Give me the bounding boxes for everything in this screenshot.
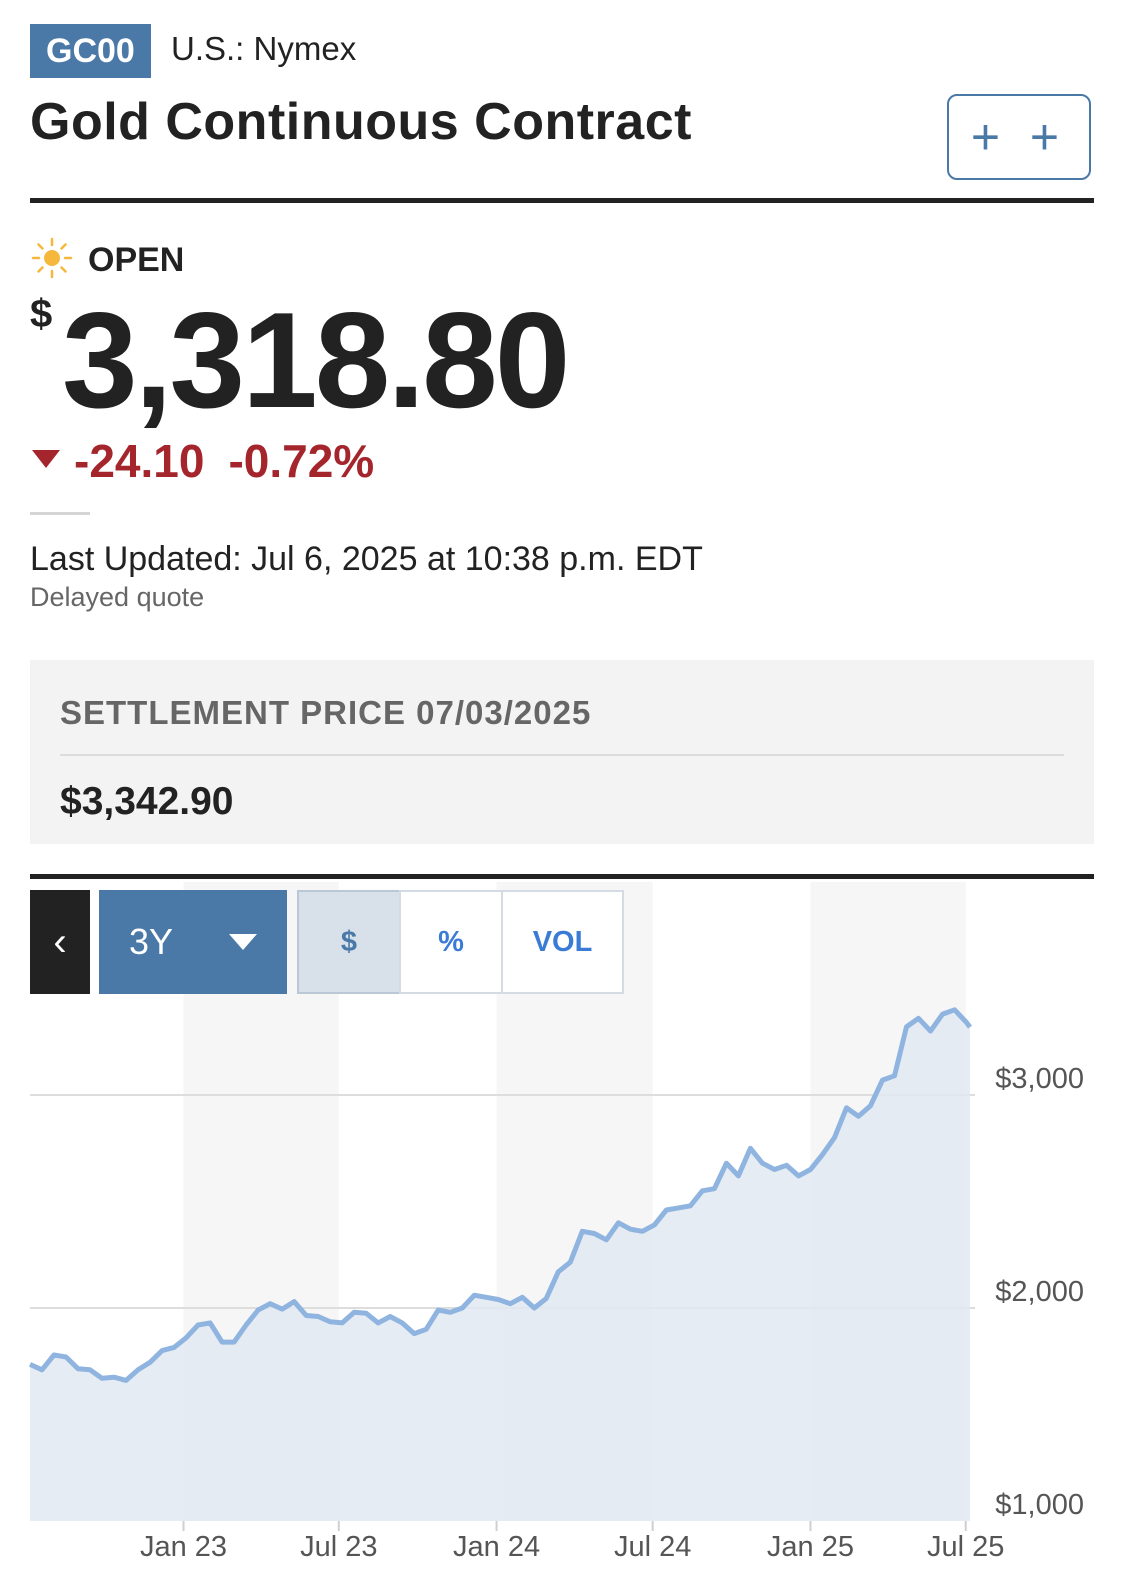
mode-dollar-button[interactable]: $ [297,890,401,994]
symbol-badge: GC00 [30,24,151,78]
settlement-divider [60,754,1064,756]
market-status-label: OPEN [88,241,185,279]
exchange-label: U.S.: Nymex [171,30,357,67]
delayed-quote-note: Delayed quote [30,582,205,612]
change-percent: -0.72% [228,435,375,487]
chevron-left-icon[interactable]: ‹ [30,890,90,994]
x-axis-label: Jul 24 [614,1531,691,1563]
divider [30,512,90,515]
x-axis-label: Jan 24 [453,1531,540,1563]
header-divider [30,198,1094,203]
last-price: 3,318.80 [62,284,570,436]
mode-percent-button[interactable]: % [399,890,503,994]
settlement-panel: SETTLEMENT PRICE 07/03/2025 $3,342.90 [30,660,1094,844]
y-axis-label: $3,000 [995,1063,1084,1095]
x-axis-label: Jul 25 [927,1531,1004,1563]
x-axis-label: Jan 23 [140,1531,227,1563]
last-updated: Last Updated: Jul 6, 2025 at 10:38 p.m. … [30,540,703,578]
x-axis-label: Jan 25 [767,1531,854,1563]
currency-symbol: $ [30,292,53,336]
range-selector[interactable]: 3Y [99,890,287,994]
y-axis-label: $1,000 [995,1489,1084,1521]
change-value: -24.10 [74,435,205,487]
add-to-watchlist-button[interactable]: + + [947,94,1091,180]
mode-volume-button[interactable]: VOL [501,890,624,994]
chart-divider [30,874,1094,879]
sun-icon [30,236,74,285]
page-title: Gold Continuous Contract [30,93,692,151]
y-axis-label: $2,000 [995,1276,1084,1308]
settlement-value: $3,342.90 [60,780,234,823]
price-area [30,1009,970,1521]
price-change: -24.10 -0.72% [30,434,374,488]
range-value: 3Y [129,921,174,962]
settlement-label: SETTLEMENT PRICE 07/03/2025 [60,694,592,731]
triangle-down-icon [30,448,62,475]
caret-down-icon [229,934,257,950]
x-axis-label: Jul 23 [300,1531,377,1563]
market-status: OPEN [30,236,184,285]
price-line [28,1007,972,1383]
